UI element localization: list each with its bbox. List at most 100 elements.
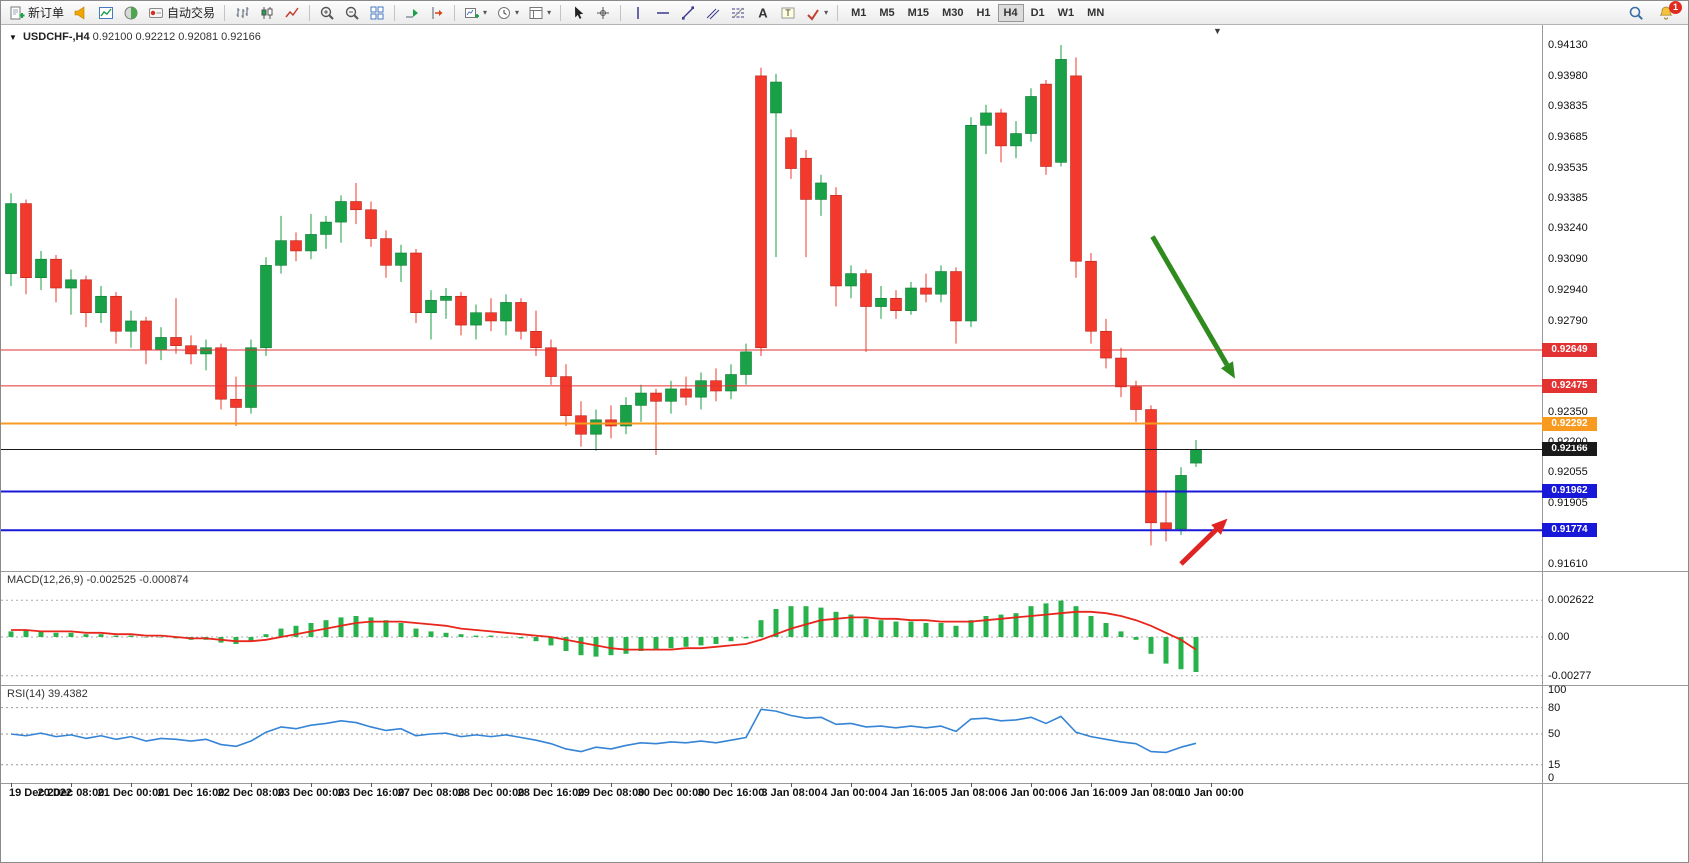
search-button[interactable] xyxy=(1624,3,1648,23)
notification-badge: 1 xyxy=(1669,1,1682,14)
time-axis-label: 23 Dec 16:00 xyxy=(337,787,405,799)
toolbar: 新订单 自动交易 xyxy=(1,1,1688,25)
macd-main-value: -0.002525 xyxy=(86,574,137,586)
time-axis-tick xyxy=(131,783,132,787)
time-axis-label: 9 Jan 08:00 xyxy=(1121,787,1181,799)
macd-axis-label: 0.002622 xyxy=(1548,594,1594,607)
time-axis-tick xyxy=(1151,783,1152,787)
new-chart-icon xyxy=(465,7,480,18)
candlestick-chart-button[interactable] xyxy=(255,3,279,23)
svg-text:T: T xyxy=(785,8,791,18)
macd-indicator-name: MACD(12,26,9) xyxy=(7,574,84,586)
price-axis-label: 0.93090 xyxy=(1548,253,1588,266)
toolbar-separator xyxy=(837,4,839,21)
fibonacci-button[interactable] xyxy=(726,3,750,23)
timeframe-toolbar: M1 M5 M15 M30 H1 H4 D1 W1 MN xyxy=(845,3,1110,22)
time-axis-label: 6 Jan 00:00 xyxy=(1001,787,1061,799)
price-axis-label: 0.92940 xyxy=(1548,284,1588,297)
macd-pane-splitter[interactable] xyxy=(1,571,1688,572)
time-axis-label: 21 Dec 16:00 xyxy=(157,787,225,799)
timeframe-w1-button[interactable]: W1 xyxy=(1052,4,1081,22)
time-axis-tick xyxy=(791,783,792,787)
time-axis-label: 30 Dec 16:00 xyxy=(697,787,765,799)
zoom-out-icon xyxy=(345,6,359,20)
zoom-out-button[interactable] xyxy=(340,3,364,23)
timeframe-m15-button[interactable]: M15 xyxy=(902,4,935,22)
rsi-value: 39.4382 xyxy=(47,688,88,700)
new-chart-button[interactable]: ▾ xyxy=(460,3,491,23)
macd-axis-label: 0.00 xyxy=(1548,631,1570,643)
crosshair-button[interactable] xyxy=(591,3,615,23)
current-price-line-tag: 0.92166 xyxy=(1542,442,1597,457)
autotrade-button[interactable]: 自动交易 xyxy=(144,3,219,23)
time-axis-label: 3 Jan 08:00 xyxy=(761,787,821,799)
text-button[interactable]: A xyxy=(751,3,775,23)
timeframe-m30-button[interactable]: M30 xyxy=(936,4,969,22)
price-pane[interactable] xyxy=(1,25,1542,571)
trendline-button[interactable] xyxy=(676,3,700,23)
chart-shift-button[interactable] xyxy=(425,3,449,23)
autotrade-label: 自动交易 xyxy=(167,6,216,20)
timeframe-m5-button[interactable]: M5 xyxy=(873,4,900,22)
time-axis-label: 22 Dec 08:00 xyxy=(217,787,285,799)
toolbar-separator xyxy=(394,4,396,21)
text-label-button[interactable]: T xyxy=(776,3,800,23)
rsi-pane[interactable] xyxy=(1,685,1542,783)
tile-windows-button[interactable] xyxy=(365,3,389,23)
rsi-pane-splitter[interactable] xyxy=(1,685,1688,686)
toolbar-separator xyxy=(224,4,226,21)
templates-button[interactable]: ▾ xyxy=(524,3,555,23)
bar-chart-button[interactable] xyxy=(230,3,254,23)
time-axis-tick xyxy=(251,783,252,787)
timeframe-h4-button[interactable]: H4 xyxy=(997,3,1024,22)
candles-group xyxy=(5,44,1202,546)
symbol-dropdown-icon[interactable]: ▼ xyxy=(9,33,17,42)
quotes-button[interactable] xyxy=(119,3,143,23)
horizontal-line-icon xyxy=(657,11,670,14)
horizontal-line-button[interactable] xyxy=(651,3,675,23)
charts-window-button[interactable] xyxy=(94,3,118,23)
announcements-button[interactable] xyxy=(69,3,93,23)
time-axis-label: 19 Dec 2022 xyxy=(9,787,72,799)
pivot-line-tag: 0.92292 xyxy=(1542,416,1597,431)
arrows-button[interactable]: ▾ xyxy=(801,3,832,23)
price-axis-label: 0.93535 xyxy=(1548,161,1588,174)
text-label-icon: T xyxy=(781,7,795,18)
dropdown-caret-icon: ▾ xyxy=(547,7,552,17)
rsi-axis-label: 80 xyxy=(1548,701,1561,714)
chart-area[interactable]: ▼ USDCHF-,H4 0.92100 0.92212 0.92081 0.9… xyxy=(1,25,1688,862)
timeframe-m1-button[interactable]: M1 xyxy=(845,4,872,22)
time-axis-tick xyxy=(191,783,192,787)
toolbar-separator xyxy=(309,4,311,21)
dropdown-caret-icon: ▾ xyxy=(483,7,488,17)
price-axis-label: 0.92350 xyxy=(1548,405,1588,418)
timeframe-h1-button[interactable]: H1 xyxy=(970,4,996,22)
auto-scroll-button[interactable] xyxy=(400,3,424,23)
price-axis-label: 0.92790 xyxy=(1548,314,1588,327)
equidistant-channel-button[interactable] xyxy=(701,3,725,23)
announcements-icon xyxy=(74,5,85,20)
cursor-button[interactable] xyxy=(566,3,590,23)
periods-button[interactable]: ▾ xyxy=(492,3,523,23)
chart-shift-marker[interactable]: ▼ xyxy=(1213,26,1222,36)
notifications-button[interactable]: 1 xyxy=(1654,1,1682,23)
downtrend-arrow[interactable] xyxy=(1150,235,1236,379)
bounce-arrow[interactable] xyxy=(1179,518,1228,566)
time-axis-label: 29 Dec 08:00 xyxy=(577,787,645,799)
vertical-line-icon xyxy=(637,6,639,19)
toolbar-right-group: 1 xyxy=(1624,1,1684,23)
rsi-line xyxy=(10,708,1197,754)
zoom-in-button[interactable] xyxy=(315,3,339,23)
support-line-2-tag: 0.91774 xyxy=(1542,523,1597,538)
line-chart-button[interactable] xyxy=(280,3,304,23)
price-axis-label: 0.93685 xyxy=(1548,130,1588,143)
timeframe-d1-button[interactable]: D1 xyxy=(1025,4,1051,22)
equidistant-channel-icon xyxy=(706,8,720,19)
time-axis-label: 6 Jan 16:00 xyxy=(1061,787,1121,799)
vertical-line-button[interactable] xyxy=(626,3,650,23)
macd-pane[interactable] xyxy=(1,571,1542,685)
new-order-button[interactable]: 新订单 xyxy=(5,3,68,23)
rsi-axis-label: 50 xyxy=(1548,728,1561,740)
time-axis-label: 30 Dec 00:00 xyxy=(637,787,705,799)
timeframe-mn-button[interactable]: MN xyxy=(1081,4,1110,22)
